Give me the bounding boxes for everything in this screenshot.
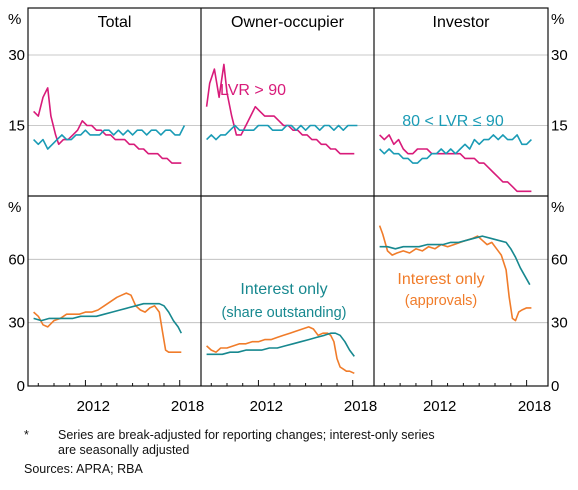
x-tick-label-panel-1-2012: 2012 <box>77 398 110 415</box>
series-line-lvr_80_90-top-panel-3 <box>379 134 532 164</box>
footnote-mark: * <box>24 428 29 442</box>
series-line-io_share-bottom-panel-1 <box>33 302 183 334</box>
annotation-top-1: LVR > 90 <box>220 82 286 99</box>
series-line-io_approvals-bottom-panel-2 <box>206 326 355 375</box>
y-tick-left-bottom-60: 60 <box>8 251 25 268</box>
y-tick-left-bottom-30: 30 <box>8 315 25 332</box>
panel-title-2: Owner-occupier <box>231 14 345 31</box>
series-line-lvr_80_90-top-panel-1 <box>33 125 186 150</box>
y-tick-right-bottom-30: 30 <box>551 315 568 332</box>
footnote-line-2: are seasonally adjusted <box>58 443 190 457</box>
x-tick-label-panel-2-2012: 2012 <box>250 398 283 415</box>
series-line-lvr_gt_90-top-panel-1 <box>33 87 182 164</box>
y-tick-right-top-15: 15 <box>551 118 568 135</box>
x-tick-label-panel-1-2018: 2018 <box>171 398 204 415</box>
annotation-top-2: 80 < LVR ≤ 90 <box>402 113 504 130</box>
annotation-bottom-3: Interest only <box>397 271 484 288</box>
y-tick-right-bottom-60: 60 <box>551 251 568 268</box>
x-tick-label-panel-2-2018: 2018 <box>344 398 377 415</box>
panel-title-3: Investor <box>433 14 491 31</box>
series-line-lvr_gt_90-top-panel-2 <box>205 63 355 155</box>
chart-notes: * Series are break-adjusted for reportin… <box>24 428 564 477</box>
annotation-bottom-4: (approvals) <box>405 293 478 309</box>
series-line-lvr_80_90-top-panel-2 <box>206 124 358 141</box>
chart-frame <box>27 7 549 387</box>
y-unit-left-top: % <box>8 11 21 28</box>
panel-title-1: Total <box>98 14 132 31</box>
series-line-io_share-bottom-panel-3 <box>379 235 531 286</box>
y-unit-right-top: % <box>551 11 564 28</box>
y-unit-left-bottom: % <box>8 199 21 216</box>
annotation-bottom-2: (share outstanding) <box>222 305 347 321</box>
x-tick-label-panel-3-2012: 2012 <box>423 398 456 415</box>
footnote-line-1: Series are break-adjusted for reporting … <box>58 428 435 442</box>
annotation-bottom-1: Interest only <box>240 281 327 298</box>
y-tick-left-top-15: 15 <box>8 118 25 135</box>
footnote: * Series are break-adjusted for reportin… <box>24 428 564 458</box>
y-tick-right-bottom-0: 0 <box>551 378 559 395</box>
x-tick-label-panel-3-2018: 2018 <box>518 398 551 415</box>
y-tick-right-top-30: 30 <box>551 47 568 64</box>
y-tick-left-top-30: 30 <box>8 47 25 64</box>
chart: 15 15 30 30% % LVR > 90 80 < LVR ≤ 90 0 0 30 30 60 6… <box>8 7 568 415</box>
sources-note: Sources: APRA; RBA <box>24 462 143 476</box>
y-tick-left-bottom-0: 0 <box>17 378 25 395</box>
series-line-io_share-bottom-panel-2 <box>206 332 355 357</box>
y-unit-right-bottom: % <box>551 199 564 216</box>
series-line-lvr_gt_90-top-panel-3 <box>379 134 532 193</box>
